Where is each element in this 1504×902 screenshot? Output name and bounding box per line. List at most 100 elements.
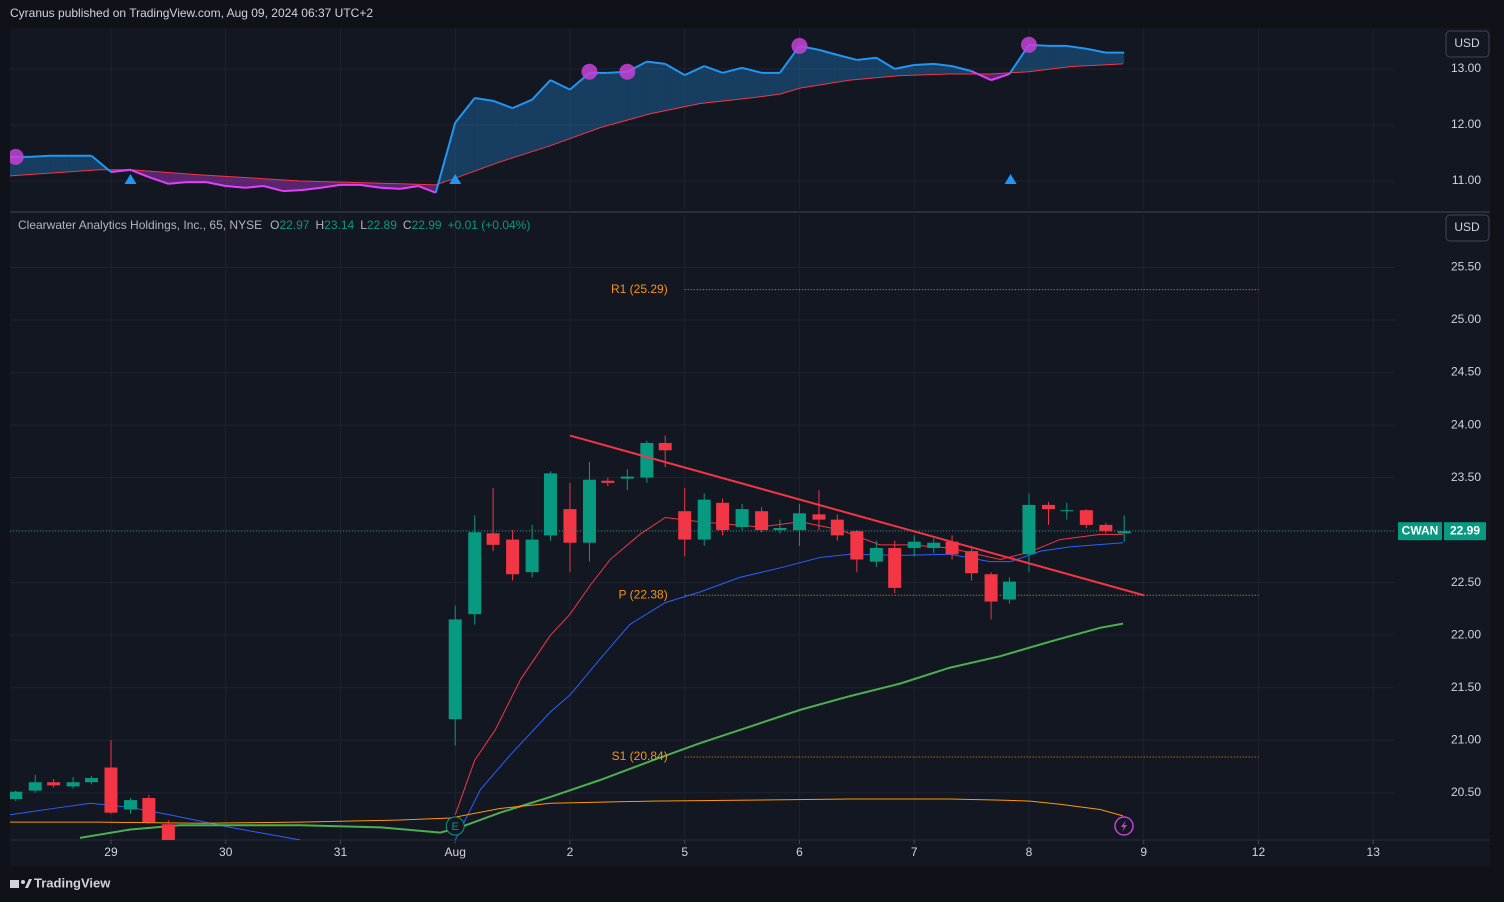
y-tick-label: 21.00 [1451, 732, 1481, 746]
price-line-segment [875, 56, 896, 70]
pivot-label: S1 (20.84) [612, 749, 668, 763]
price-line-segment [320, 183, 341, 189]
price-line-segment [531, 79, 552, 101]
area-fill [704, 66, 723, 104]
candle-body [620, 476, 634, 479]
currency-button[interactable]: USD [1445, 214, 1490, 242]
price-label: 22.99 [1450, 523, 1480, 537]
area-fill [856, 57, 877, 80]
event-label: E [452, 821, 459, 833]
x-tick-label: Aug [445, 845, 466, 859]
area-fill [532, 80, 551, 152]
candle-body [601, 480, 615, 483]
alert-icon[interactable] [1114, 816, 1134, 836]
candle-body [1060, 510, 1074, 512]
legend-item: Clearwater Analytics Holdings, Inc., 65,… [18, 218, 262, 232]
candle-body [10, 791, 23, 800]
currency: USD [1454, 220, 1480, 234]
y-tick-label: 22.00 [1451, 627, 1481, 641]
y-tick-label: 22.50 [1451, 575, 1481, 589]
price-line-segment [1086, 47, 1107, 54]
price-line-segment [914, 62, 934, 66]
moving-average [454, 517, 1124, 815]
price-line-segment [418, 185, 437, 194]
area-fill [263, 178, 284, 192]
currency: USD [1454, 36, 1480, 50]
brand-logo [10, 879, 32, 888]
area-fill [665, 63, 685, 111]
area-fill [761, 72, 780, 97]
pane [10, 28, 1395, 209]
legend-item: 22.97 [279, 218, 309, 232]
price-line-segment [512, 98, 533, 110]
candle-body [927, 542, 941, 548]
signal-dot [581, 63, 598, 80]
signal-dot [619, 63, 636, 80]
up-signal [124, 174, 137, 184]
candle-body [104, 767, 118, 813]
area-fill [684, 66, 705, 107]
area-fill [876, 57, 895, 78]
y-tick-label: 21.50 [1451, 680, 1481, 694]
area-fill [722, 67, 743, 102]
up-signal [449, 174, 462, 184]
area-fill [245, 177, 264, 188]
candle-body [161, 824, 175, 840]
legend-item: 22.89 [367, 218, 397, 232]
candle-body [945, 541, 959, 555]
area-fill [607, 71, 628, 126]
x-tick-label: 13 [1367, 845, 1381, 859]
candle-body [582, 479, 596, 543]
area-fill [283, 179, 303, 192]
area-fill [837, 54, 857, 83]
area-fill [148, 171, 169, 184]
y-tick-label: 11.00 [1452, 173, 1481, 187]
candle-body [448, 619, 462, 720]
candle-body [697, 499, 711, 540]
y-tick-label: 25.50 [1451, 260, 1481, 274]
candle-body [755, 511, 769, 531]
moving-average [454, 542, 1124, 840]
area-fill [1086, 48, 1106, 66]
area-fill [512, 99, 533, 158]
candle-body [640, 442, 654, 478]
candle-body [1002, 581, 1016, 600]
candle-body [525, 539, 539, 573]
price-line-segment [110, 168, 131, 174]
candle-body [28, 782, 42, 791]
price-line-segment [856, 56, 877, 61]
area-fill [186, 173, 207, 183]
candle-body [1041, 504, 1055, 510]
signal-dot [1020, 36, 1037, 53]
price-line-segment [90, 154, 112, 173]
price-line-segment [894, 64, 915, 70]
area-fill [1028, 44, 1049, 72]
candle-body [965, 551, 979, 574]
price-line-segment [684, 65, 705, 76]
legend: Clearwater Analytics Holdings, Inc., 65,… [18, 218, 530, 232]
price-line-segment [245, 185, 264, 189]
candle-body [658, 442, 672, 451]
x-tick-label: 9 [1140, 845, 1147, 859]
x-tick-label: 29 [104, 845, 118, 859]
y-tick-label: 24.50 [1451, 365, 1481, 379]
area-fill [69, 155, 92, 172]
price-line-segment [837, 53, 858, 61]
area-fill [206, 175, 226, 187]
currency-button[interactable]: USD [1445, 30, 1490, 58]
y-tick-label: 13.00 [1451, 61, 1481, 75]
x-tick-label: 2 [567, 845, 574, 859]
candle-body [830, 519, 844, 536]
legend-item: C [403, 218, 412, 232]
legend-item: +0.01 (+0.04%) [448, 218, 531, 232]
signal-dot [10, 148, 24, 165]
price-line-segment [148, 176, 169, 185]
x-tick-label: 12 [1252, 845, 1266, 859]
y-tick-label: 25.00 [1451, 312, 1481, 326]
price-line-segment [283, 188, 303, 193]
price-line-segment [454, 97, 476, 124]
price-line-segment [359, 183, 381, 189]
x-tick-label: 6 [796, 845, 803, 859]
area-fill [569, 72, 590, 139]
area-fill [894, 64, 915, 77]
